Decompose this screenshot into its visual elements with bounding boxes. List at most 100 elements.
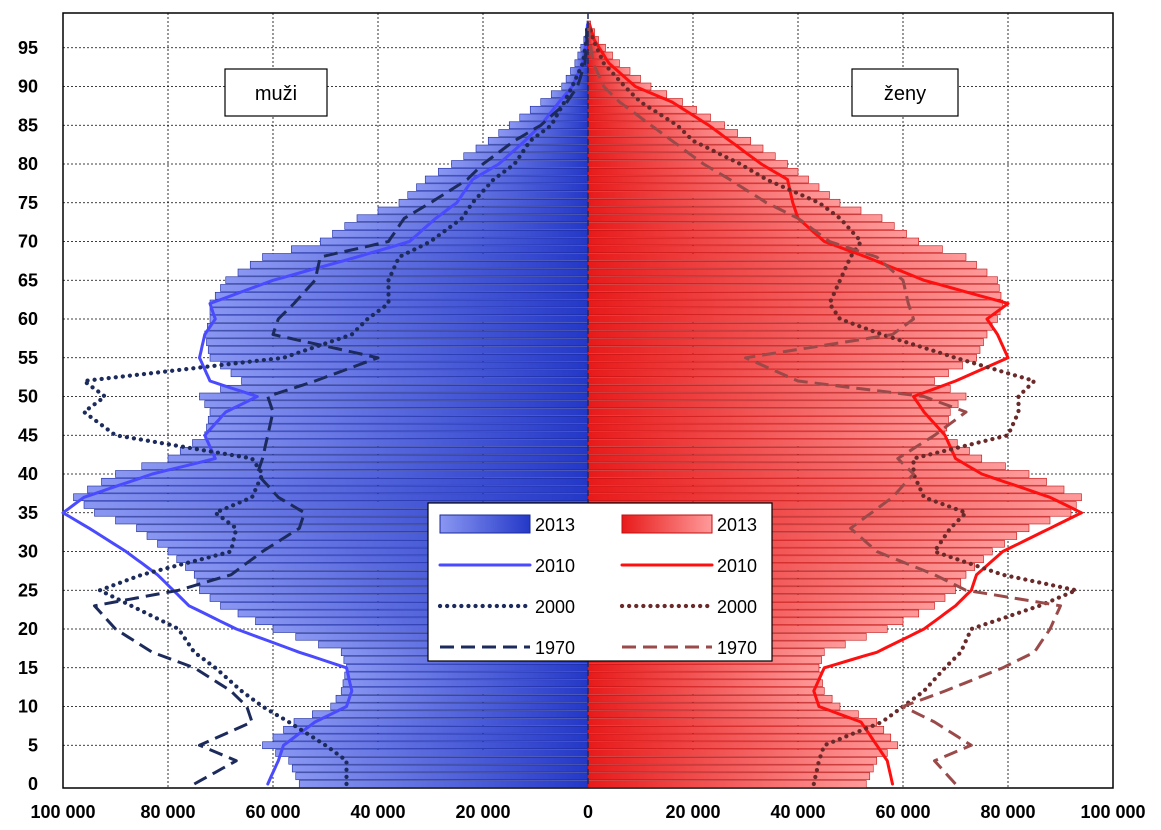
- x-axis: 100 000 80 000 60 000 40 000 20 000 0 20 000 40…: [30, 802, 1145, 822]
- x-tick-label: 80 000: [140, 802, 195, 822]
- bar-men: [398, 198, 589, 207]
- bar-men: [141, 462, 589, 471]
- bar-women: [587, 493, 1082, 502]
- bar-women: [587, 268, 988, 277]
- bar-men: [475, 144, 589, 153]
- bar-men: [424, 175, 589, 184]
- bar-men: [332, 229, 589, 238]
- y-tick-label: 0: [28, 774, 38, 794]
- legend-label-men-2000: 2000: [535, 597, 575, 617]
- bar-women: [587, 477, 1047, 486]
- bar-men: [438, 167, 589, 176]
- bar-women: [587, 237, 920, 246]
- y-tick-label: 70: [18, 232, 38, 252]
- bar-women: [587, 470, 1030, 478]
- legend-label-men-2013: 2013: [535, 515, 575, 535]
- bar-women: [587, 191, 830, 199]
- x-tick-label: 100 000: [30, 802, 95, 822]
- bar-women: [587, 439, 958, 447]
- bar-men: [204, 400, 589, 409]
- y-tick-label: 25: [18, 580, 38, 600]
- line-men-2000: [81, 22, 590, 787]
- bar-women: [587, 338, 984, 347]
- bar-men: [115, 470, 589, 478]
- legend-swatch-men-2013: [439, 514, 531, 534]
- bar-women: [587, 415, 949, 424]
- bar-men: [207, 346, 589, 354]
- bar-men: [344, 222, 589, 230]
- bar-women: [587, 671, 822, 680]
- bar-women: [587, 710, 859, 719]
- bar-men: [230, 369, 589, 378]
- y-tick-label: 40: [18, 464, 38, 484]
- bar-men: [214, 291, 589, 300]
- bar-men: [220, 361, 589, 370]
- women-label-box: ženy: [851, 68, 959, 117]
- x-tick-label: 40 000: [770, 802, 825, 822]
- bar-women: [587, 353, 977, 362]
- bar-men: [241, 377, 589, 385]
- x-tick-label: 100 000: [1080, 802, 1145, 822]
- bar-women: [587, 253, 967, 261]
- y-tick-label: 20: [18, 619, 38, 639]
- y-tick-label: 10: [18, 697, 38, 717]
- bar-women: [587, 322, 993, 331]
- x-tick-label: 60 000: [875, 802, 930, 822]
- x-tick-label: 20 000: [455, 802, 510, 822]
- bar-women: [587, 749, 888, 757]
- bar-women: [587, 485, 1065, 494]
- bar-men: [356, 214, 589, 223]
- line-women-2000: [586, 22, 1079, 787]
- bar-women: [587, 214, 883, 223]
- bar-men: [293, 718, 589, 726]
- bar-women: [587, 725, 885, 734]
- y-tick-label: 30: [18, 542, 38, 562]
- bar-women: [587, 307, 1001, 316]
- bar-men: [220, 384, 589, 393]
- bar-men: [204, 330, 589, 339]
- x-tick-label: 40 000: [350, 802, 405, 822]
- bar-men: [207, 415, 589, 424]
- bar-women: [587, 284, 1000, 292]
- bar-men: [416, 183, 589, 192]
- bar-women: [587, 718, 878, 726]
- bar-men: [209, 408, 589, 416]
- bar-women: [587, 462, 1006, 471]
- bar-men: [298, 780, 589, 788]
- line-women-1970: [587, 24, 1062, 786]
- x-tick-label: 60 000: [245, 802, 300, 822]
- bar-men: [206, 338, 589, 347]
- bar-women: [587, 160, 788, 168]
- bar-women: [587, 400, 959, 409]
- line-women-2010: [588, 23, 1083, 786]
- y-tick-label: 65: [18, 270, 38, 290]
- y-tick-label: 35: [18, 503, 38, 523]
- bar-women: [587, 764, 874, 773]
- bar-women: [587, 679, 823, 688]
- bar-women: [587, 687, 825, 695]
- bar-men: [101, 477, 589, 486]
- bar-men: [275, 749, 589, 757]
- bar-men: [377, 206, 589, 215]
- bar-women: [587, 772, 871, 781]
- bar-men: [179, 446, 589, 455]
- bar-women: [587, 663, 820, 672]
- men-label-box: muži: [224, 68, 328, 117]
- bar-women: [587, 741, 899, 750]
- women-label: ženy: [884, 83, 926, 105]
- bar-men: [340, 687, 589, 695]
- y-tick-label: 60: [18, 309, 38, 329]
- bar-men: [209, 353, 589, 362]
- bar-men: [463, 152, 589, 161]
- bar-men: [209, 307, 589, 316]
- bar-women: [587, 276, 998, 285]
- bar-men: [220, 284, 589, 292]
- y-tick-label: 45: [18, 425, 38, 445]
- line-men-2010: [61, 23, 589, 786]
- bar-men: [451, 160, 589, 168]
- x-tick-label: 0: [583, 802, 593, 822]
- bar-men: [330, 702, 589, 711]
- bar-men: [487, 136, 589, 145]
- legend-label-men-2010: 2010: [535, 556, 575, 576]
- bar-women: [587, 756, 878, 765]
